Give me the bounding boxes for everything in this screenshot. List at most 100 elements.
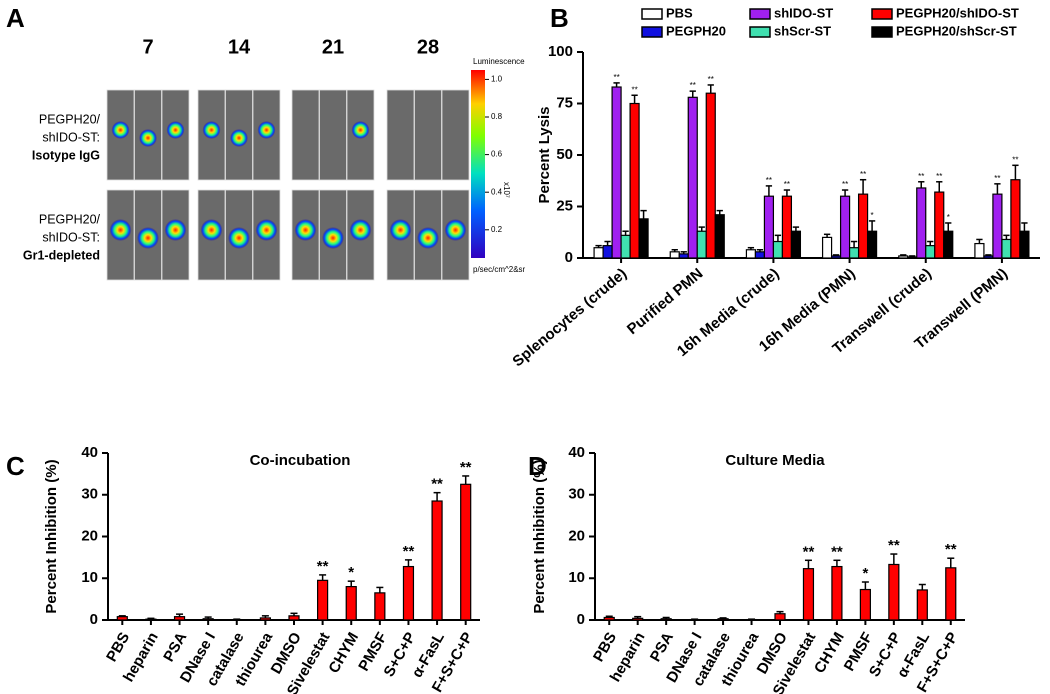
bar — [116, 616, 128, 621]
y-tick-label: 20 — [81, 527, 98, 544]
bar — [629, 102, 640, 259]
significance: ** — [784, 180, 790, 189]
bar — [772, 240, 784, 259]
legend-swatch — [871, 8, 893, 20]
y-tick-label: 40 — [568, 444, 585, 461]
bar — [790, 230, 802, 259]
bar — [288, 615, 300, 621]
bar — [774, 613, 786, 621]
panel-label: D — [528, 451, 547, 481]
legend-label: PEGPH20 — [666, 23, 726, 38]
significance: ** — [994, 174, 1000, 183]
bar — [866, 230, 878, 259]
bar — [202, 618, 214, 621]
significance: ** — [766, 176, 772, 185]
bar — [763, 195, 775, 259]
significance: ** — [842, 180, 848, 189]
chart-title: Culture Media — [725, 452, 825, 469]
y-tick-label: 10 — [568, 569, 585, 586]
significance: ** — [803, 543, 815, 560]
bar — [992, 193, 1003, 259]
panel-label: B — [550, 3, 569, 33]
colorbar-tick-label: 0.6 — [491, 150, 503, 159]
bar — [431, 500, 443, 621]
mouse-image — [414, 89, 442, 181]
legend-label: PEGPH20/shIDO-ST — [896, 5, 1019, 20]
bar — [945, 567, 957, 621]
y-tick-label: 30 — [81, 486, 98, 503]
bar — [696, 230, 707, 259]
day-label: 28 — [417, 36, 439, 58]
signal — [417, 227, 439, 249]
bar — [821, 236, 833, 259]
significance: ** — [631, 85, 637, 94]
y-axis-label: Percent Inhibition (%) — [531, 459, 548, 613]
mouse-image — [386, 89, 415, 181]
y-tick-label: 10 — [81, 569, 98, 586]
bar — [898, 255, 909, 259]
bar — [974, 242, 985, 259]
legend-swatch — [871, 26, 893, 38]
bar — [678, 253, 689, 259]
bar — [916, 589, 928, 621]
significance: ** — [945, 541, 957, 558]
signal — [202, 121, 221, 139]
mouse-image — [441, 89, 470, 181]
bar — [848, 247, 860, 259]
significance: * — [947, 213, 950, 222]
bar — [925, 245, 936, 259]
significance: ** — [431, 476, 443, 493]
x-tick-label: Splenocytes (crude) — [509, 265, 630, 370]
y-tick-label: 0 — [577, 611, 585, 628]
legend-label: shIDO-ST — [774, 5, 833, 20]
bar — [669, 251, 680, 259]
bar — [714, 214, 725, 259]
bar — [1010, 179, 1021, 259]
colorbar-scale: x10⁷ — [502, 182, 511, 198]
day-label: 21 — [322, 36, 344, 58]
signal — [389, 219, 412, 241]
significance: ** — [613, 73, 619, 82]
bar — [839, 195, 851, 259]
significance: * — [871, 211, 874, 220]
row-label: PEGPH20/ — [39, 212, 101, 226]
signal — [349, 219, 372, 241]
colorbar-tick-label: 0.8 — [491, 112, 503, 121]
bar — [888, 563, 900, 621]
significance: * — [348, 564, 354, 581]
signal — [137, 227, 159, 249]
bar — [259, 617, 271, 621]
y-tick-label: 0 — [565, 249, 573, 266]
significance: ** — [708, 75, 714, 84]
bar — [374, 592, 386, 621]
signal — [444, 219, 467, 241]
signal — [164, 219, 187, 241]
day-label: 7 — [142, 36, 153, 58]
bar — [173, 616, 186, 621]
bar — [620, 234, 631, 259]
y-tick-label: 20 — [568, 527, 585, 544]
bar — [145, 618, 157, 621]
panel-label: C — [6, 451, 25, 481]
bar — [705, 92, 716, 259]
bar — [611, 86, 622, 259]
signal — [322, 227, 344, 249]
significance: ** — [317, 558, 329, 575]
signal — [351, 121, 370, 139]
signal — [228, 227, 250, 249]
bar — [983, 255, 994, 259]
y-tick-label: 100 — [548, 43, 573, 60]
signal — [166, 121, 185, 139]
significance: ** — [888, 537, 900, 554]
colorbar-tick-label: 0.4 — [491, 187, 503, 196]
signal — [109, 219, 132, 241]
bar — [781, 195, 793, 259]
bar — [916, 187, 927, 259]
bar — [934, 191, 945, 259]
signal — [294, 219, 317, 241]
y-tick-label: 75 — [556, 94, 573, 111]
legend-label: shScr-ST — [774, 23, 831, 38]
significance: ** — [460, 459, 472, 476]
bar — [745, 249, 757, 259]
